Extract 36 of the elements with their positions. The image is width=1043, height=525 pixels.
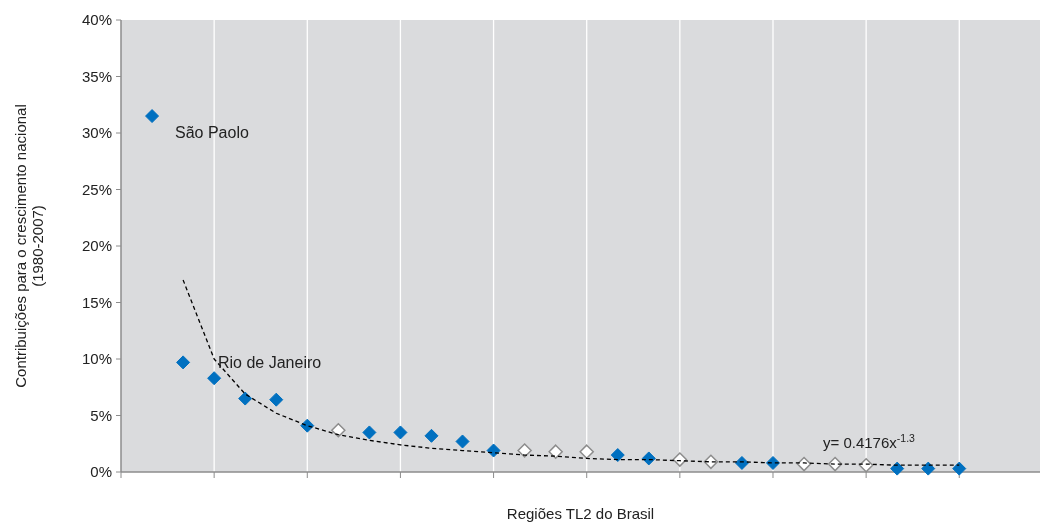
point (486, 443, 501, 458)
y-axis-title: Contribuições para o crescimento nacional (1980-2007) (12, 104, 47, 388)
point (734, 455, 749, 470)
point (672, 452, 688, 467)
point (424, 428, 439, 443)
point (517, 443, 532, 458)
point (952, 461, 967, 476)
point (176, 355, 191, 370)
point (890, 461, 905, 476)
y-tick-label: 20% (81, 237, 112, 255)
y-tick-label: 10% (81, 350, 112, 368)
point (548, 444, 563, 459)
point (269, 392, 284, 407)
annotation: Rio de Janeiro (218, 354, 322, 371)
point (455, 434, 470, 449)
point (641, 451, 656, 466)
y-tick-label: 35% (81, 67, 112, 85)
point (393, 425, 408, 440)
point (238, 391, 253, 406)
annotation: São Paolo (175, 124, 249, 141)
point (921, 461, 936, 476)
point (703, 454, 719, 470)
point (145, 109, 160, 124)
annotation: y= 0.4176x$^{-1.3}$ (823, 432, 916, 451)
y-tick-label: 30% (81, 124, 112, 142)
point (610, 448, 625, 463)
point (331, 422, 346, 438)
point (579, 444, 594, 459)
y-tick-label: 15% (81, 293, 112, 311)
y-tick-label: 40% (81, 11, 112, 29)
point (207, 371, 222, 386)
x-axis-title: Regiões TL2 do Brasil (506, 505, 655, 522)
y-tick-label: 0% (90, 463, 112, 481)
y-tick-label: 5% (90, 406, 112, 424)
point (362, 425, 377, 440)
y-tick-label: 25% (81, 180, 112, 198)
